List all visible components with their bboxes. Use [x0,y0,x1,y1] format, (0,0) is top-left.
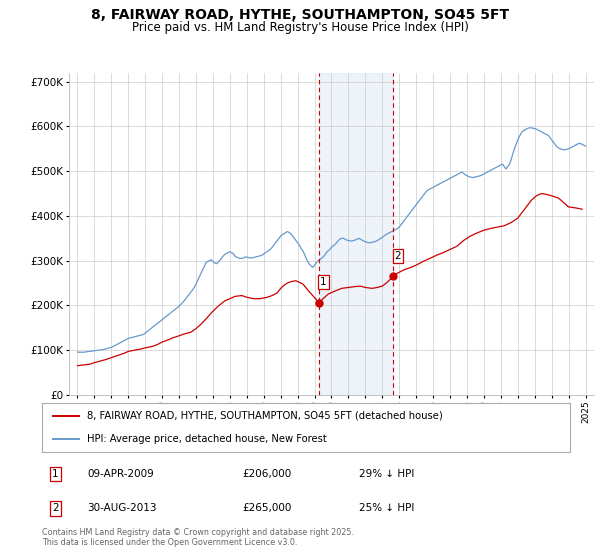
Text: Price paid vs. HM Land Registry's House Price Index (HPI): Price paid vs. HM Land Registry's House … [131,21,469,34]
Text: 09-APR-2009: 09-APR-2009 [87,469,154,479]
Text: £265,000: £265,000 [242,503,292,514]
Text: 1: 1 [52,469,59,479]
Text: 8, FAIRWAY ROAD, HYTHE, SOUTHAMPTON, SO45 5FT (detached house): 8, FAIRWAY ROAD, HYTHE, SOUTHAMPTON, SO4… [87,411,443,421]
Text: 29% ↓ HPI: 29% ↓ HPI [359,469,414,479]
Text: 25% ↓ HPI: 25% ↓ HPI [359,503,414,514]
Text: 2: 2 [394,251,401,260]
Text: £206,000: £206,000 [242,469,292,479]
FancyBboxPatch shape [42,403,570,452]
Text: 30-AUG-2013: 30-AUG-2013 [87,503,157,514]
Text: 8, FAIRWAY ROAD, HYTHE, SOUTHAMPTON, SO45 5FT: 8, FAIRWAY ROAD, HYTHE, SOUTHAMPTON, SO4… [91,8,509,22]
Text: 2: 2 [52,503,59,514]
Text: HPI: Average price, detached house, New Forest: HPI: Average price, detached house, New … [87,433,326,444]
Bar [319,73,394,395]
Text: Contains HM Land Registry data © Crown copyright and database right 2025.
This d: Contains HM Land Registry data © Crown c… [42,528,354,547]
Text: 1: 1 [320,277,326,287]
